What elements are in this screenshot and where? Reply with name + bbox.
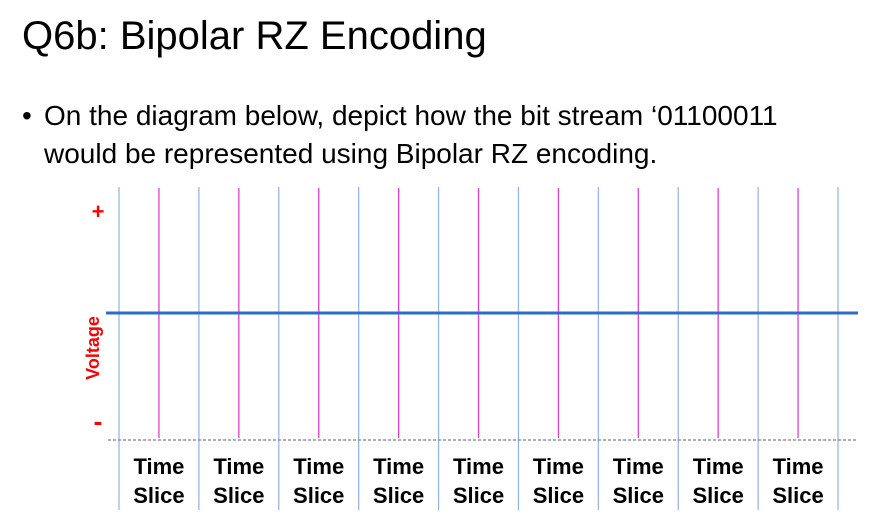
- bullet-text-line-1: On the diagram below, depict how the bit…: [44, 100, 778, 131]
- bullet-text-line-2: would be represented using Bipolar RZ en…: [44, 138, 658, 169]
- time-slice-labels: Time Slice Time Slice Time Slice Time Slice Time…: [133, 454, 823, 508]
- time-slice-label-line1: Time: [133, 454, 184, 479]
- time-slice-label-line1: Time: [773, 454, 824, 479]
- slide-title: Q6b: Bipolar RZ Encoding: [22, 14, 487, 58]
- time-slice-label-line2: Slice: [373, 483, 424, 508]
- bullet-dot: •: [22, 100, 32, 131]
- time-slice-label-line2: Slice: [772, 483, 823, 508]
- time-slice-label-line1: Time: [453, 454, 504, 479]
- time-slice-label-line2: Slice: [692, 483, 743, 508]
- time-slice-label-line1: Time: [533, 454, 584, 479]
- time-slice-label-line1: Time: [373, 454, 424, 479]
- voltage-axis-label: Voltage: [83, 316, 103, 380]
- minus-label: -: [94, 406, 103, 436]
- time-slice-label-line1: Time: [613, 454, 664, 479]
- time-slice-label-line1: Time: [693, 454, 744, 479]
- plus-label: +: [92, 199, 105, 224]
- time-slice-label-line1: Time: [213, 454, 264, 479]
- time-slice-label-line2: Slice: [213, 483, 264, 508]
- time-slice-label-line2: Slice: [533, 483, 584, 508]
- time-slice-label-line2: Slice: [133, 483, 184, 508]
- time-slice-label-line2: Slice: [453, 483, 504, 508]
- time-slice-label-line2: Slice: [293, 483, 344, 508]
- time-slice-label-line1: Time: [293, 454, 344, 479]
- time-slice-label-line2: Slice: [613, 483, 664, 508]
